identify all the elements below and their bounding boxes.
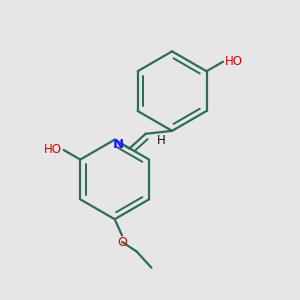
Text: HO: HO (225, 55, 243, 68)
Text: O: O (118, 236, 128, 249)
Text: HO: HO (44, 143, 62, 157)
Text: H: H (157, 134, 166, 147)
Text: N: N (113, 139, 124, 152)
